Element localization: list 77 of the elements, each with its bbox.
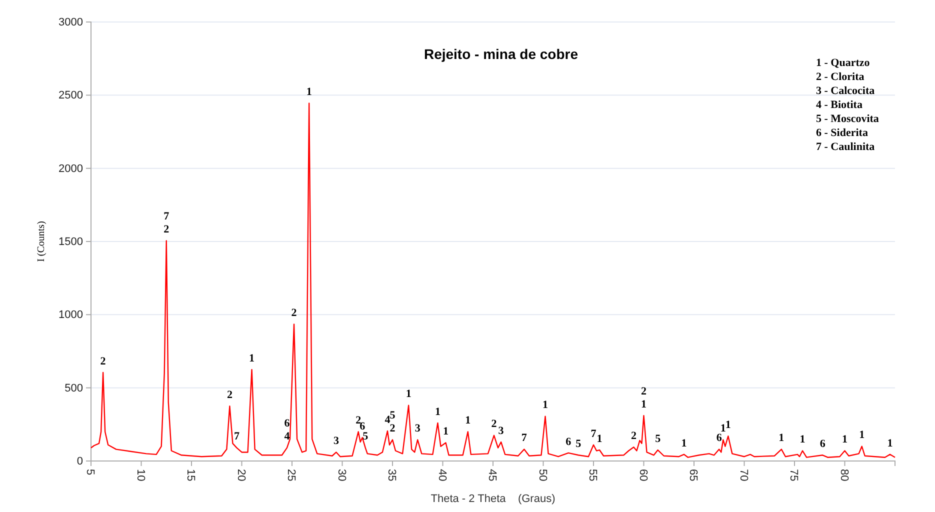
annotation: 1 xyxy=(681,437,687,450)
annotation: 1 xyxy=(306,86,312,98)
annotation: 5 xyxy=(576,438,582,450)
annotation: 1 xyxy=(249,352,255,364)
x-tick-label: 5 xyxy=(84,469,96,476)
annotation: 6 xyxy=(716,432,722,444)
annotation: 2 xyxy=(641,385,647,398)
annotation: 1 xyxy=(596,432,602,445)
annotation: 4 - Biotita xyxy=(816,98,863,111)
annotation: 3 xyxy=(498,424,504,437)
y-axis-title: I (Counts) xyxy=(36,221,47,262)
y-tick-label: 500 xyxy=(64,382,83,394)
annotation: 3 xyxy=(333,435,340,448)
annotation: 1 xyxy=(465,414,471,427)
annotation: 2 xyxy=(226,388,233,401)
x-tick-label: 30 xyxy=(335,469,348,482)
annotation: 1 xyxy=(725,418,731,431)
annotation: 1 xyxy=(859,429,865,442)
x-tick-label: 75 xyxy=(788,469,800,482)
annotation: 5 xyxy=(655,432,662,445)
annotation: 2 xyxy=(390,422,396,435)
annotation: 1 xyxy=(720,422,726,435)
annotation: 1 xyxy=(778,432,784,444)
x-tick-label: 15 xyxy=(184,469,197,482)
x-tick-label: 70 xyxy=(737,469,750,482)
annotation: 4 xyxy=(384,414,391,426)
x-axis-title: Theta - 2 Theta (Graus) xyxy=(430,493,556,505)
x-tick-label: 20 xyxy=(234,469,247,482)
annotation: 2 - Clorita xyxy=(816,70,865,83)
annotation: 1 xyxy=(406,388,412,400)
annotation: 7 - Caulinita xyxy=(816,140,876,153)
y-tick-label: 2500 xyxy=(58,90,83,102)
annotation: 7 xyxy=(590,428,597,440)
y-tick-label: 2000 xyxy=(58,162,83,175)
annotation: 1 xyxy=(542,399,548,412)
annotation: 7 xyxy=(521,432,528,444)
x-tick-label: 40 xyxy=(436,469,448,482)
annotation: 2 xyxy=(100,355,106,368)
annotation: 5 - Moscovita xyxy=(816,112,880,125)
x-tick-label: 45 xyxy=(486,469,498,482)
y-tick-label: 1000 xyxy=(58,309,83,322)
annotation: 6 xyxy=(360,420,366,432)
x-tick-label: 10 xyxy=(134,469,146,482)
annotation: 1 xyxy=(443,426,449,438)
annotation: 1 xyxy=(800,434,806,446)
annotation: 6 xyxy=(566,436,572,448)
annotation: 1 xyxy=(887,437,893,450)
x-tick-label: 60 xyxy=(636,469,649,482)
annotation: 7 xyxy=(164,210,170,223)
annotation: 6 - Siderita xyxy=(816,126,868,139)
line-series xyxy=(90,102,896,458)
y-tick-label: 0 xyxy=(76,456,83,468)
annotation: 4 xyxy=(284,430,290,443)
annotation: 6 xyxy=(284,418,290,430)
x-tick-label: 35 xyxy=(386,469,398,482)
annotation: 5 xyxy=(390,410,396,422)
annotation: 1 xyxy=(842,434,848,446)
annotation: 5 xyxy=(362,430,369,443)
annotation: 2 xyxy=(291,307,298,320)
annotation: 1 xyxy=(434,406,440,418)
annotation: 2 xyxy=(491,418,498,430)
annotation: 2 xyxy=(630,430,637,442)
annotation: 6 xyxy=(820,438,826,450)
x-tick-label: 55 xyxy=(586,469,599,482)
y-tick-label: 3000 xyxy=(58,16,83,29)
x-tick-label: 25 xyxy=(285,469,298,482)
text: Rejeito - mina de cobre xyxy=(424,46,578,62)
x-tick-label: 65 xyxy=(687,469,700,482)
x-tick-label: 80 xyxy=(838,469,850,482)
annotation: 1 - Quartzo xyxy=(816,56,870,69)
annotation: 3 - Calcocita xyxy=(816,84,876,97)
annotation: 3 xyxy=(414,422,421,435)
annotation: 1 xyxy=(641,398,646,410)
annotation: 7 xyxy=(234,430,240,443)
y-tick-label: 1500 xyxy=(58,236,83,248)
annotation: 2 xyxy=(164,224,170,236)
x-tick-label: 50 xyxy=(536,469,548,482)
